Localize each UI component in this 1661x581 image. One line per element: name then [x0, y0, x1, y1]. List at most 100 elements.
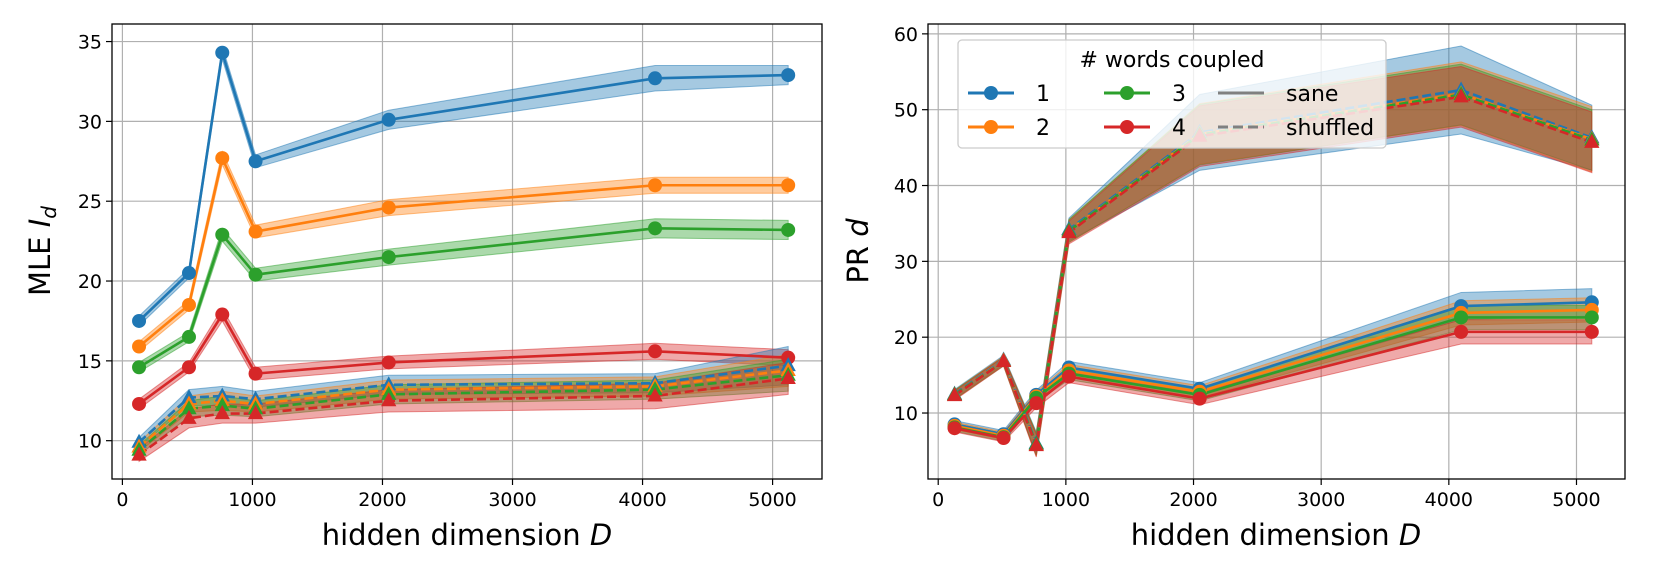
left-chart-markers: [131, 45, 796, 461]
right-y-axis-label-var: d: [841, 218, 875, 237]
left-point-3-sane: [248, 267, 263, 282]
right-x-tick-label: 4000: [1425, 489, 1473, 511]
right-y-tick-label: 40: [894, 176, 918, 198]
left-y-tick-label: 10: [78, 431, 102, 453]
left-y-tick-label: 30: [78, 111, 102, 133]
legend-box: [957, 39, 1387, 149]
left-point-4-sane: [181, 360, 196, 375]
left-point-4-shuffled: [647, 387, 663, 402]
left-point-3-shuffled: [181, 400, 197, 415]
left-point-4-shuffled: [181, 409, 197, 424]
left-chart-frame: [111, 23, 823, 480]
legend-label-3: 3: [1172, 82, 1186, 107]
right-point-4-sane: [996, 431, 1011, 446]
left-point-1-sane: [132, 313, 147, 328]
left-chart-ticks: 0 1000 2000 3000 4000 5000 10 15 20 25 30 35: [78, 32, 797, 511]
right-point-4-sane: [1061, 369, 1076, 384]
right-chart-frame: [927, 23, 1626, 480]
left-point-2-sane: [181, 297, 196, 312]
left-x-tick-label: 3000: [488, 489, 536, 511]
left-y-tick-label: 25: [78, 191, 102, 213]
left-point-4-shuffled: [214, 405, 230, 420]
left-point-2-sane: [248, 224, 263, 239]
right-x-tick-label: 2000: [1169, 489, 1217, 511]
right-point-4-shuffled: [946, 387, 963, 402]
left-x-axis-label-text: hidden dimension: [322, 518, 581, 552]
left-point-4-sane: [248, 366, 263, 381]
left-x-tick-label: 1000: [228, 489, 276, 511]
left-point-2-sane: [648, 178, 663, 193]
left-point-3-shuffled: [214, 397, 230, 412]
left-point-4-sane: [648, 344, 663, 359]
left-point-4-shuffled: [780, 369, 796, 384]
right-y-tick-label: 20: [894, 327, 918, 349]
right-y-axis-label: PR d: [841, 218, 875, 284]
left-point-4-shuffled: [247, 405, 264, 420]
legend-label-sane: sane: [1286, 82, 1338, 107]
left-point-4-sane: [381, 355, 396, 370]
right-y-axis-label-text: PR: [841, 246, 875, 284]
right-point-4-sane: [1029, 396, 1044, 411]
left-point-3-sane: [215, 227, 230, 242]
left-point-2-sane: [215, 151, 230, 166]
left-point-1-sane: [215, 45, 230, 60]
right-point-4-sane: [947, 421, 962, 436]
right-point-4-shuffled: [1584, 133, 1600, 148]
right-point-3-sane: [1454, 310, 1469, 325]
left-point-3-sane: [132, 360, 147, 375]
right-point-4-sane: [1584, 324, 1599, 339]
legend-label-shuffled: shuffled: [1286, 116, 1374, 141]
left-point-3-sane: [381, 250, 396, 265]
legend-label-4: 4: [1172, 116, 1186, 141]
right-chart-markers: [946, 81, 1600, 452]
left-point-4-shuffled: [381, 392, 397, 407]
left-y-tick-label: 35: [78, 32, 102, 54]
left-point-2-sane: [781, 178, 796, 193]
right-y-tick-label: 30: [894, 251, 918, 273]
legend-marker-3: [1120, 86, 1134, 100]
left-x-tick-label: 2000: [358, 489, 406, 511]
left-x-tick-label: 4000: [618, 489, 666, 511]
right-y-tick-label: 10: [894, 403, 918, 425]
left-point-3-sane: [781, 222, 796, 237]
left-x-axis-label: hidden dimension D: [322, 518, 612, 552]
left-band-4-shuffled: [138, 361, 789, 463]
left-point-4-sane: [215, 307, 230, 322]
left-y-tick-label: 15: [78, 351, 102, 373]
left-point-2-sane: [381, 200, 396, 215]
legend-marker-4: [1120, 120, 1134, 134]
right-point-4-sane: [1192, 391, 1207, 406]
right-point-4-shuffled: [1028, 437, 1044, 452]
left-point-4-sane: [132, 396, 147, 411]
legend-label-1: 1: [1036, 82, 1050, 107]
legend-marker-2: [984, 120, 998, 134]
right-point-4-shuffled: [1453, 88, 1469, 103]
right-x-axis-label-var: D: [1399, 518, 1421, 552]
right-chart-ticks: 0 1000 2000 3000 4000 5000 10 20 30 40 50 60: [894, 24, 1601, 511]
left-y-axis-label-var: I: [23, 219, 57, 228]
left-y-axis-label-text: MLE: [23, 236, 57, 296]
legend-entries: 1 2 3 4 sane shuffled: [968, 82, 1374, 141]
left-chart-panel: 0 1000 2000 3000 4000 5000 10 15 20 25 30 35 hidden…: [23, 23, 823, 552]
right-point-4-sane: [1454, 324, 1469, 339]
left-y-axis-label-sub: d: [37, 206, 61, 219]
left-y-tick-label: 20: [78, 271, 102, 293]
right-x-tick-label: 1000: [1042, 489, 1090, 511]
right-point-4-shuffled: [995, 352, 1012, 367]
right-x-tick-label: 5000: [1552, 489, 1600, 511]
right-x-axis-label-text: hidden dimension: [1131, 518, 1390, 552]
left-x-axis-label-var: D: [590, 518, 612, 552]
left-point-2-sane: [132, 339, 147, 354]
legend-title: # words coupled: [1079, 48, 1264, 73]
left-point-1-sane: [181, 266, 196, 281]
left-point-1-sane: [381, 112, 396, 127]
left-y-axis-label: MLE Id: [23, 206, 61, 296]
left-point-1-sane: [248, 154, 263, 169]
right-y-tick-label: 60: [894, 24, 918, 46]
left-point-1-sane: [648, 71, 663, 86]
left-point-4-shuffled: [131, 446, 147, 461]
right-point-3-sane: [1584, 310, 1599, 325]
left-point-3-sane: [181, 329, 196, 344]
left-x-tick-label: 0: [116, 489, 128, 511]
